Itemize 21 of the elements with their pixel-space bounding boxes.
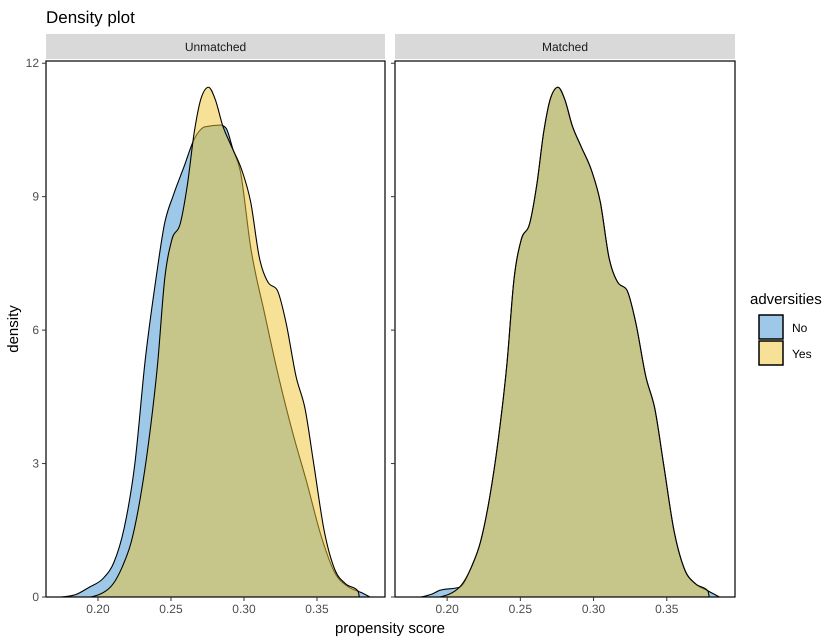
y-tick-label: 12 <box>26 56 40 70</box>
legend-label: Yes <box>792 347 812 361</box>
x-tick-label: 0.25 <box>159 602 183 616</box>
x-tick-label: 0.35 <box>655 602 679 616</box>
x-tick-label: 0.30 <box>582 602 606 616</box>
x-tick-label: 0.25 <box>508 602 532 616</box>
legend-title: adversities <box>750 291 822 308</box>
y-axis-title: density <box>5 304 22 353</box>
y-tick-label: 0 <box>32 590 40 604</box>
x-tick-label: 0.20 <box>86 602 110 616</box>
y-tick-label: 9 <box>32 190 40 204</box>
x-tick-label: 0.30 <box>232 602 256 616</box>
chart-subtitle: Matched <box>542 40 588 54</box>
y-tick-label: 3 <box>32 456 40 471</box>
legend-label: No <box>792 321 808 335</box>
y-tick-label: 6 <box>32 323 40 338</box>
x-tick-label: 0.20 <box>435 602 460 616</box>
chart-subtitle: Unmatched <box>184 40 246 54</box>
x-axis-title: propensity score <box>334 620 446 637</box>
chart-title: Density plot <box>46 8 136 27</box>
x-tick-label: 0.35 <box>305 602 329 616</box>
